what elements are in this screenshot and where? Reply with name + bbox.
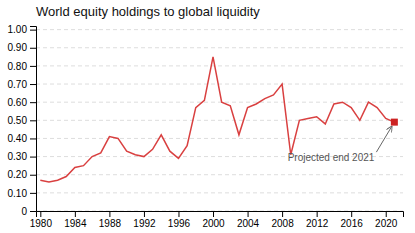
y-tick-mark xyxy=(30,66,36,67)
y-tick-label: 0.40 xyxy=(8,133,28,144)
x-tick: 2012 xyxy=(306,211,329,229)
x-tick-label: 2000 xyxy=(202,218,225,229)
grid-line xyxy=(36,120,403,121)
x-tick: 2020 xyxy=(375,211,398,229)
grid-line xyxy=(36,29,403,30)
grid-line xyxy=(36,47,403,48)
x-axis-line xyxy=(37,212,404,218)
y-axis: 0 0.10 0.20 0.30 0.40 0.50 0.60 0.70 0.80 0.90 1.0… xyxy=(8,24,37,216)
x-tick-label: 1992 xyxy=(133,218,156,229)
y-tick-label: 0.90 xyxy=(8,42,28,53)
y-tick-mark xyxy=(30,175,36,176)
y-tick-label: 0.30 xyxy=(8,151,28,162)
x-tick-label: 2004 xyxy=(237,218,260,229)
y-tick: 0.30 xyxy=(8,151,36,162)
x-tick-mark xyxy=(386,211,387,217)
x-tick: 2008 xyxy=(271,211,294,229)
x-tick-label: 2020 xyxy=(375,218,398,229)
x-tick: 2004 xyxy=(237,211,260,229)
y-tick-label: 0.50 xyxy=(8,115,28,126)
grid xyxy=(36,30,403,211)
x-tick-label: 1984 xyxy=(64,218,87,229)
grid-line xyxy=(36,102,403,103)
y-tick-label: 0.80 xyxy=(8,61,28,72)
y-tick: 0.40 xyxy=(8,133,36,144)
x-tick: 2000 xyxy=(202,211,225,229)
y-tick-mark xyxy=(30,48,36,49)
y-tick-mark xyxy=(30,30,36,31)
x-tick-mark xyxy=(248,211,249,217)
x-tick: 1988 xyxy=(99,211,122,229)
y-tick-mark xyxy=(30,193,36,194)
x-tick-mark xyxy=(75,211,76,217)
y-tick: 0.60 xyxy=(8,97,36,108)
x-tick-mark xyxy=(178,211,179,217)
grid-line xyxy=(36,138,403,139)
y-tick: 0.20 xyxy=(8,169,36,180)
x-tick-label: 1996 xyxy=(168,218,191,229)
y-tick-label: 0.20 xyxy=(8,169,28,180)
x-tick-mark xyxy=(40,211,41,217)
annotation-text: Projected end 2021 xyxy=(288,152,375,163)
x-tick-mark xyxy=(144,211,145,217)
y-tick-label: 0.10 xyxy=(8,188,28,199)
series-line xyxy=(40,57,394,182)
y-tick-mark xyxy=(30,157,36,158)
y-tick-mark xyxy=(30,102,36,103)
y-tick-mark xyxy=(30,84,36,85)
grid-line xyxy=(36,65,403,66)
x-tick: 2016 xyxy=(341,211,364,229)
x-tick-label: 1980 xyxy=(30,218,53,229)
x-tick-mark xyxy=(317,211,318,217)
grid-line xyxy=(36,174,403,175)
title: World equity holdings to global liquidit… xyxy=(36,4,260,19)
y-axis-line xyxy=(30,27,37,212)
x-tick-label: 2016 xyxy=(341,218,364,229)
x-tick-mark xyxy=(351,211,352,217)
x-tick-label: 2008 xyxy=(271,218,294,229)
x-tick: 1996 xyxy=(168,211,191,229)
y-tick-mark xyxy=(30,120,36,121)
y-tick-mark xyxy=(30,138,36,139)
y-tick: 0.50 xyxy=(8,115,36,126)
x-axis: 1980 1984 1988 1992 1996 2000 2004 2008 2012 2016… xyxy=(30,211,404,229)
x-tick-mark xyxy=(282,211,283,217)
y-tick: 0 xyxy=(21,206,36,217)
grid-line xyxy=(36,192,403,193)
y-tick-label: 0.70 xyxy=(8,79,28,90)
x-tick-mark xyxy=(109,211,110,217)
plot-area xyxy=(40,57,398,182)
y-tick: 0.80 xyxy=(8,61,36,72)
y-tick: 1.00 xyxy=(8,24,36,35)
x-tick-label: 1988 xyxy=(99,218,122,229)
y-tick: 0.70 xyxy=(8,79,36,90)
x-tick: 1984 xyxy=(64,211,87,229)
annotation-marker xyxy=(391,119,398,126)
x-tick-label: 2012 xyxy=(306,218,329,229)
y-tick: 0.90 xyxy=(8,42,36,53)
y-tick-label: 1.00 xyxy=(8,24,28,35)
y-tick-label: 0 xyxy=(21,206,27,217)
chart: 0 0.10 0.20 0.30 0.40 0.50 0.60 0.70 0.80 0.90 1.0… xyxy=(0,0,415,233)
grid-line xyxy=(36,84,403,85)
x-tick: 1980 xyxy=(30,211,53,229)
y-tick-label: 0.60 xyxy=(8,97,28,108)
y-tick-mark xyxy=(30,211,36,212)
y-tick: 0.10 xyxy=(8,188,36,199)
annotation-arrow xyxy=(376,126,391,152)
x-tick-mark xyxy=(213,211,214,217)
x-tick: 1992 xyxy=(133,211,156,229)
